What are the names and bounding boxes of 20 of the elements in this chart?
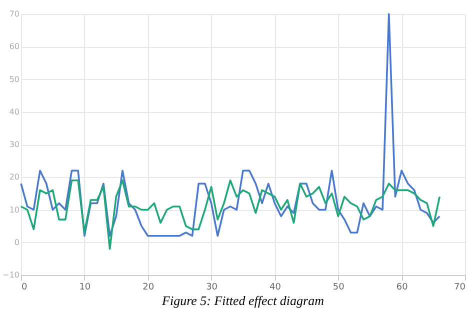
y-tick-label: 60 (9, 42, 20, 52)
y-tick-label: 50 (9, 74, 20, 84)
y-tick-label: 10 (9, 205, 20, 214)
x-tick-label: 40 (269, 282, 282, 292)
y-tick-label: 40 (9, 107, 20, 116)
y-tick-label: −10 (2, 270, 20, 280)
caption: Figure 5: Fitted effect diagram (161, 293, 324, 308)
x-tick-label: 0 (22, 282, 28, 292)
x-tick-label: 70 (454, 282, 466, 292)
y-tick-label: 30 (9, 140, 20, 149)
line-series (20, 13, 441, 237)
y-tick-label: 20 (9, 172, 20, 182)
y-tick-label: 70 (9, 10, 20, 18)
x-tick-label: 20 (142, 282, 154, 292)
x-tick-label: 60 (396, 282, 408, 292)
x-tick-label: 50 (332, 282, 345, 292)
x-tick-label: 30 (206, 282, 218, 292)
x-tick-label: 10 (79, 282, 91, 292)
y-tick-label: 0 (14, 238, 20, 247)
line-series (20, 179, 441, 250)
